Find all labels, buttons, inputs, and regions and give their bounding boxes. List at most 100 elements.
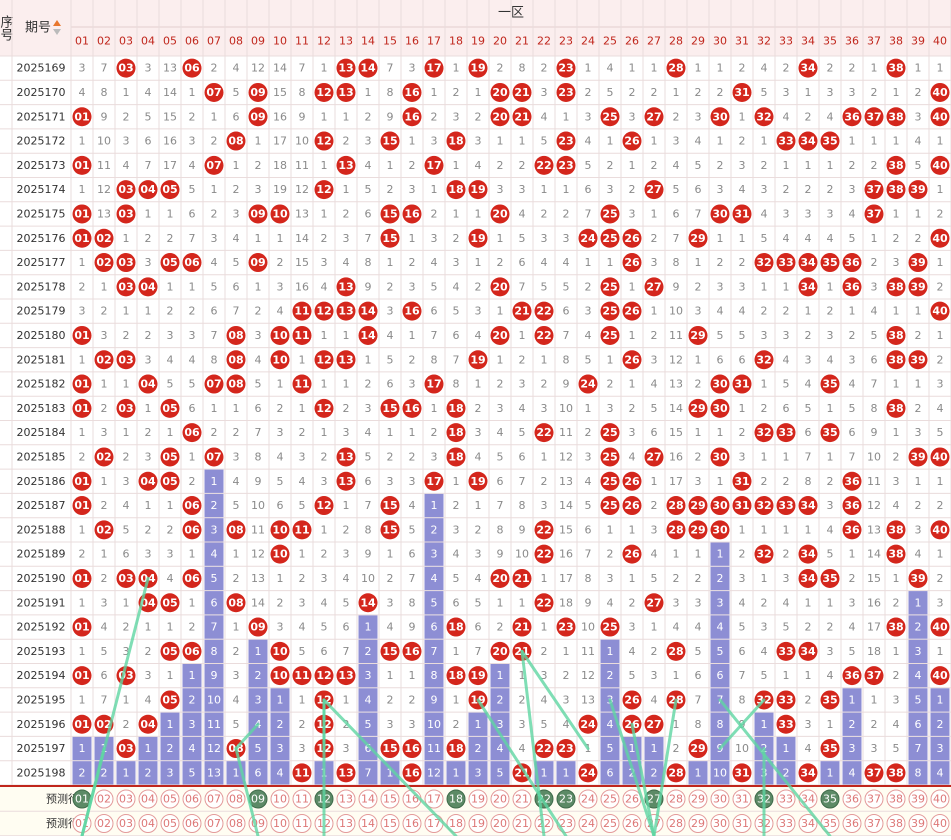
forecast-ball[interactable]	[270, 789, 290, 809]
forecast-ball[interactable]	[710, 789, 730, 809]
forecast-ball[interactable]	[358, 814, 378, 833]
forecast-ball[interactable]	[160, 789, 180, 809]
forecast-ball[interactable]	[820, 789, 840, 809]
forecast-ball[interactable]	[94, 789, 114, 809]
forecast-ball[interactable]	[512, 789, 532, 809]
forecast-ball[interactable]	[688, 789, 708, 809]
forecast-ball[interactable]	[930, 789, 950, 809]
forecast-ball[interactable]	[600, 789, 620, 809]
forecast-ball[interactable]	[358, 789, 378, 809]
omission: 2	[453, 499, 460, 512]
hit-ball	[908, 568, 928, 588]
hit-ball	[314, 666, 334, 686]
omission: 1	[893, 378, 900, 391]
forecast-ball[interactable]	[424, 789, 444, 809]
forecast-ball[interactable]	[732, 814, 752, 833]
forecast-ball[interactable]	[776, 789, 796, 809]
omission: 16	[867, 596, 881, 609]
forecast-ball[interactable]	[886, 789, 906, 809]
omission: 1	[629, 62, 636, 75]
forecast-ball[interactable]	[490, 814, 510, 833]
sort-up[interactable]	[53, 20, 61, 26]
forecast-ball[interactable]	[468, 789, 488, 809]
forecast-ball[interactable]	[446, 789, 466, 809]
forecast-ball[interactable]	[842, 789, 862, 809]
omission: 4	[233, 232, 240, 245]
forecast-ball[interactable]	[182, 789, 202, 809]
hit-ball	[798, 763, 818, 783]
omission: 5	[453, 305, 460, 318]
forecast-ball[interactable]	[336, 789, 356, 809]
forecast-ball[interactable]	[908, 814, 928, 833]
forecast-ball[interactable]	[226, 814, 246, 833]
forecast-ball[interactable]	[116, 789, 136, 809]
forecast-ball[interactable]	[688, 814, 708, 833]
omission: 4	[849, 766, 856, 779]
omission: 1	[893, 426, 900, 439]
sort-down[interactable]	[53, 29, 61, 35]
forecast-ball[interactable]	[292, 814, 312, 833]
forecast-ball[interactable]	[666, 814, 686, 833]
omission: 3	[453, 256, 460, 269]
omission: 2	[431, 426, 438, 439]
forecast-ball[interactable]	[402, 814, 422, 833]
forecast-ball[interactable]	[578, 814, 598, 833]
hit-number: 18	[448, 402, 463, 415]
omission: 11	[867, 475, 881, 488]
omission: 2	[255, 159, 262, 172]
forecast-ball[interactable]	[908, 789, 928, 809]
forecast-ball[interactable]	[182, 814, 202, 833]
forecast-ball[interactable]	[666, 789, 686, 809]
forecast-ball[interactable]	[710, 814, 730, 833]
forecast-ball[interactable]	[512, 814, 532, 833]
forecast-ball[interactable]	[204, 814, 224, 833]
forecast-ball[interactable]	[930, 814, 950, 833]
forecast-ball[interactable]	[270, 814, 290, 833]
forecast-ball[interactable]	[336, 814, 356, 833]
hit-number: 37	[866, 183, 881, 196]
forecast-ball[interactable]	[160, 814, 180, 833]
hit-number: 25	[602, 499, 617, 512]
forecast-ball[interactable]	[380, 814, 400, 833]
forecast-ball[interactable]	[864, 814, 884, 833]
hit-ball	[72, 228, 92, 248]
number-header: 06	[185, 35, 199, 48]
hit-ball	[336, 350, 356, 370]
omission-bar	[424, 542, 444, 566]
forecast-ball[interactable]	[226, 789, 246, 809]
omission: 1	[695, 62, 702, 75]
omission: 9	[211, 669, 218, 682]
omission: 1	[321, 378, 328, 391]
forecast-ball[interactable]	[622, 814, 642, 833]
forecast-ball[interactable]	[600, 814, 620, 833]
omission: 1	[629, 329, 636, 342]
issue-header[interactable]: 期号	[25, 21, 51, 36]
forecast-number: 34	[801, 817, 815, 830]
forecast-ball[interactable]	[842, 814, 862, 833]
hit-number: 20	[492, 110, 508, 123]
forecast-ball[interactable]	[380, 789, 400, 809]
forecast-ball[interactable]	[776, 814, 796, 833]
forecast-ball[interactable]	[446, 814, 466, 833]
omission: 1	[937, 548, 944, 561]
forecast-ball[interactable]	[138, 814, 158, 833]
forecast-ball[interactable]	[732, 789, 752, 809]
forecast-ball[interactable]	[556, 789, 576, 809]
forecast-ball[interactable]	[886, 814, 906, 833]
forecast-ball[interactable]	[204, 789, 224, 809]
forecast-ball[interactable]	[490, 789, 510, 809]
forecast-ball[interactable]	[94, 814, 114, 833]
forecast-ball[interactable]	[292, 789, 312, 809]
omission: 1	[189, 86, 196, 99]
omission: 2	[915, 329, 922, 342]
forecast-ball[interactable]	[468, 814, 488, 833]
omission: 2	[409, 353, 416, 366]
hit-ball	[292, 325, 312, 345]
hit-ball	[842, 520, 862, 540]
forecast-ball[interactable]	[578, 789, 598, 809]
omission: 1	[255, 645, 262, 658]
forecast-ball[interactable]	[138, 789, 158, 809]
forecast-ball[interactable]	[798, 814, 818, 833]
forecast-ball[interactable]	[116, 814, 136, 833]
forecast-ball[interactable]	[864, 789, 884, 809]
